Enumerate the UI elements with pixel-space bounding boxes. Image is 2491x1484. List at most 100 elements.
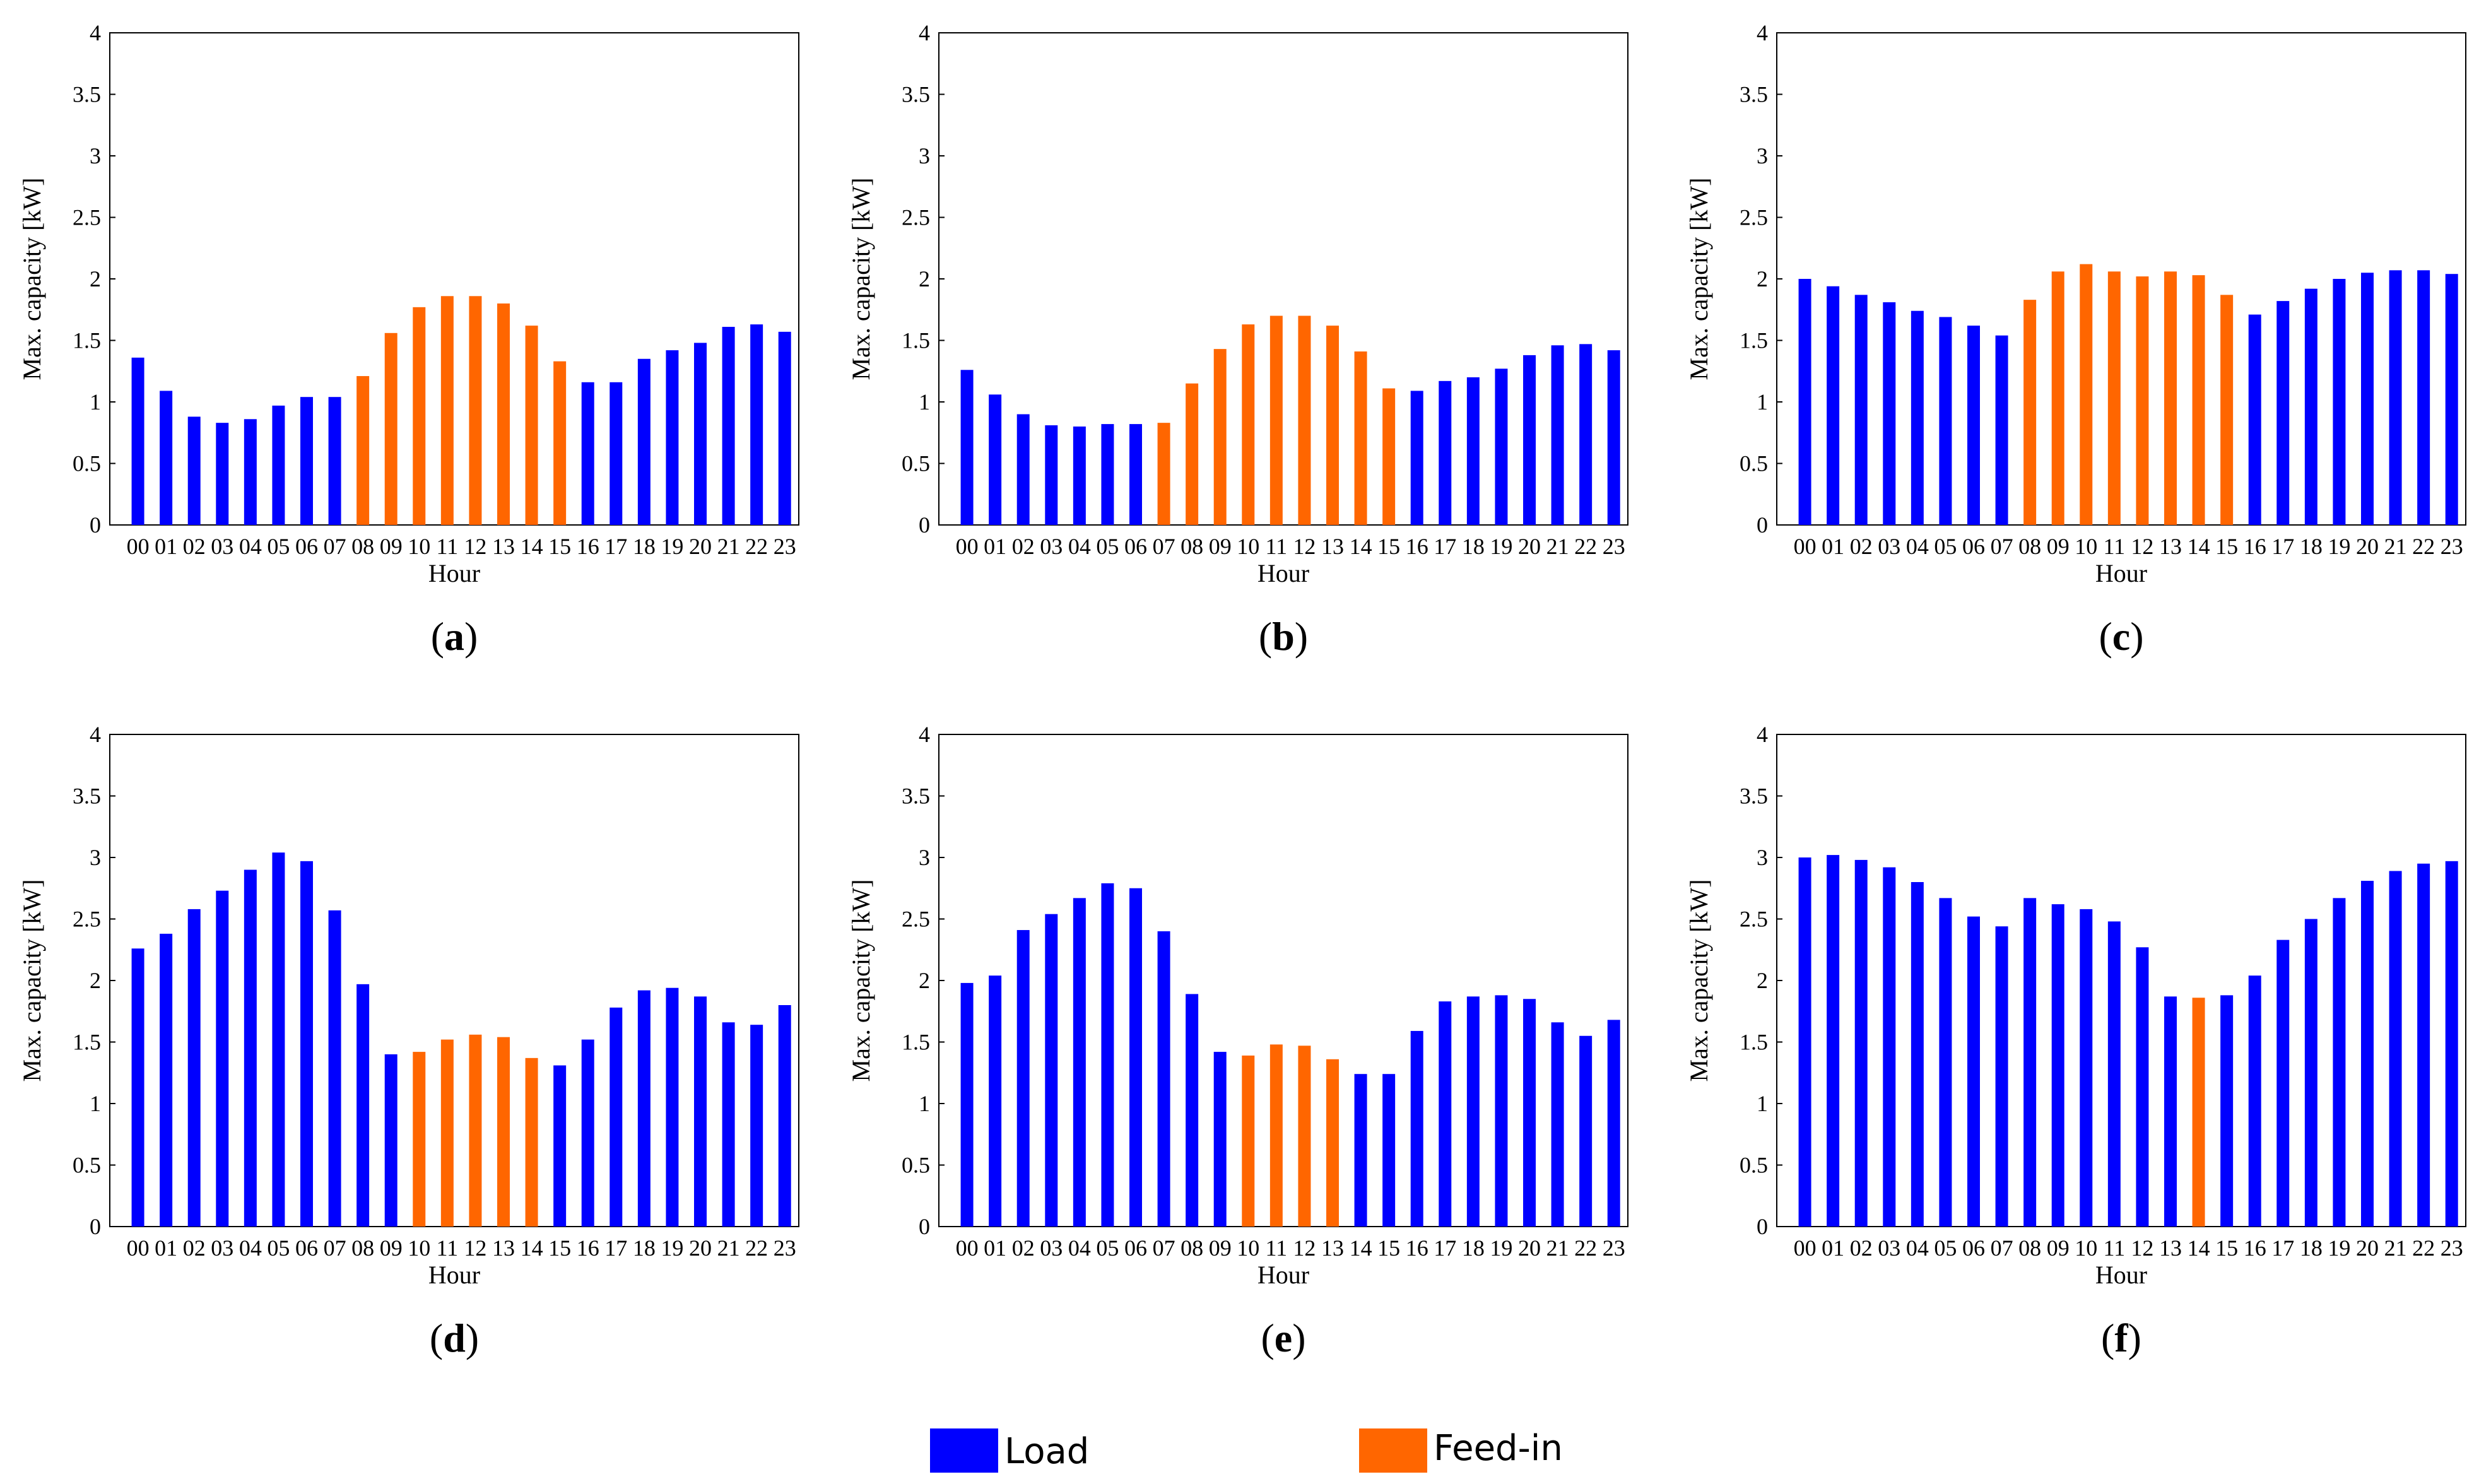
bar-03	[1883, 302, 1896, 525]
legend-label-feed-in: Feed-in	[1434, 1428, 1563, 1469]
x-tick-label: 09	[2047, 534, 2070, 559]
y-axis-label: Max. capacity [kW]	[847, 178, 875, 380]
y-tick-label: 2	[1757, 968, 1768, 993]
x-tick-label: 07	[1991, 1235, 2013, 1261]
bar-14	[2192, 998, 2205, 1227]
x-tick-label: 20	[689, 534, 712, 559]
x-tick-label: 18	[1462, 1235, 1485, 1261]
x-tick-label: 16	[2244, 534, 2266, 559]
bar-11	[2107, 921, 2121, 1227]
bar-16	[2248, 314, 2261, 525]
x-tick-label: 16	[577, 1235, 599, 1261]
x-tick-label: 00	[1794, 534, 1817, 559]
bar-21	[722, 327, 735, 525]
bar-18	[2304, 288, 2317, 525]
bar-12	[1298, 315, 1311, 525]
chart-panel-b: 0 0.5 1 1.5 2 2.5 3 3.5 4 00 01 02 03 04 05 06 07 08 09 10 1…	[847, 20, 1628, 659]
bar-19	[666, 987, 679, 1227]
panel-label: (b)	[1259, 614, 1308, 659]
x-tick-label: 00	[1794, 1235, 1817, 1261]
bar-13	[2164, 996, 2177, 1227]
bar-05	[1101, 424, 1114, 525]
bar-06	[1129, 888, 1142, 1227]
bar-10	[1242, 324, 1255, 525]
bar-13	[1326, 326, 1339, 525]
bar-02	[1016, 414, 1030, 525]
bar-11	[440, 1039, 454, 1227]
x-tick-label: 23	[1603, 534, 1625, 559]
y-tick-label: 3.5	[73, 784, 101, 809]
y-tick-label: 3.5	[902, 784, 930, 809]
legend-label-load: Load	[1004, 1431, 1089, 1472]
x-tick-label: 04	[239, 534, 262, 559]
y-tick-label: 2	[919, 266, 930, 292]
x-tick-label: 06	[1962, 534, 1985, 559]
y-tick-label: 2.5	[1740, 205, 1768, 230]
bar-00	[1798, 857, 1811, 1227]
x-tick-label: 15	[2215, 1235, 2238, 1261]
x-tick-label: 22	[2412, 534, 2435, 559]
panel-label: (f)	[2101, 1316, 2141, 1360]
bar-15	[553, 1065, 567, 1227]
x-tick-label: 02	[1850, 1235, 1873, 1261]
bar-08	[2023, 300, 2037, 525]
bar-13	[497, 1037, 510, 1227]
x-tick-label: 21	[717, 534, 740, 559]
x-tick-label: 12	[2131, 534, 2153, 559]
x-tick-label: 08	[351, 1235, 374, 1261]
bar-04	[244, 419, 257, 525]
bar-02	[1854, 295, 1868, 525]
bar-05	[272, 852, 285, 1227]
bar-22	[2417, 270, 2430, 525]
bar-17	[2276, 939, 2290, 1227]
x-tick-label: 23	[2441, 1235, 2463, 1261]
bar-11	[2107, 271, 2121, 525]
x-tick-label: 07	[1991, 534, 2013, 559]
x-tick-label: 09	[2047, 1235, 2070, 1261]
x-tick-label: 08	[351, 534, 374, 559]
y-tick-label: 1.5	[73, 1030, 101, 1055]
y-tick-label: 1.5	[902, 1030, 930, 1055]
x-tick-label: 20	[1518, 534, 1541, 559]
x-tick-label: 03	[1878, 1235, 1900, 1261]
x-tick-label: 07	[1153, 1235, 1175, 1261]
x-tick-label: 03	[1040, 1235, 1063, 1261]
bar-18	[2304, 919, 2317, 1227]
bar-15	[1382, 1074, 1396, 1227]
x-tick-label: 13	[2159, 1235, 2182, 1261]
y-tick-label: 1	[1757, 1091, 1768, 1116]
bar-22	[750, 1025, 763, 1227]
x-tick-label: 11	[437, 1235, 459, 1261]
x-axis-label: Hour	[2095, 1261, 2147, 1289]
bar-14	[2192, 275, 2205, 525]
x-tick-label: 11	[1266, 534, 1288, 559]
bar-00	[1798, 279, 1811, 525]
bar-14	[525, 1057, 538, 1227]
bar-08	[1186, 994, 1199, 1227]
x-axis-label: Hour	[428, 1261, 480, 1289]
bar-06	[1967, 326, 1980, 525]
bar-04	[1911, 310, 1924, 525]
x-tick-label: 09	[380, 1235, 403, 1261]
x-tick-label: 10	[1237, 1235, 1259, 1261]
bar-20	[2361, 881, 2374, 1227]
panel-label: (e)	[1261, 1316, 1305, 1360]
bar-01	[1827, 855, 1840, 1227]
x-tick-label: 00	[956, 534, 979, 559]
y-tick-label: 0	[90, 1214, 101, 1239]
legend-swatch-feed-in	[1359, 1428, 1427, 1473]
bar-01	[989, 975, 1002, 1227]
bar-23	[2445, 861, 2458, 1227]
bar-14	[525, 326, 538, 525]
x-tick-label: 23	[2441, 534, 2463, 559]
x-tick-label: 20	[2356, 1235, 2379, 1261]
y-tick-label: 0	[90, 512, 101, 538]
x-tick-label: 17	[1434, 534, 1456, 559]
x-tick-label: 19	[2328, 534, 2350, 559]
x-tick-label: 10	[408, 534, 430, 559]
bar-17	[610, 1007, 623, 1227]
y-tick-label: 3	[919, 143, 930, 168]
y-tick-label: 4	[1757, 722, 1768, 747]
x-tick-label: 13	[1321, 1235, 1344, 1261]
